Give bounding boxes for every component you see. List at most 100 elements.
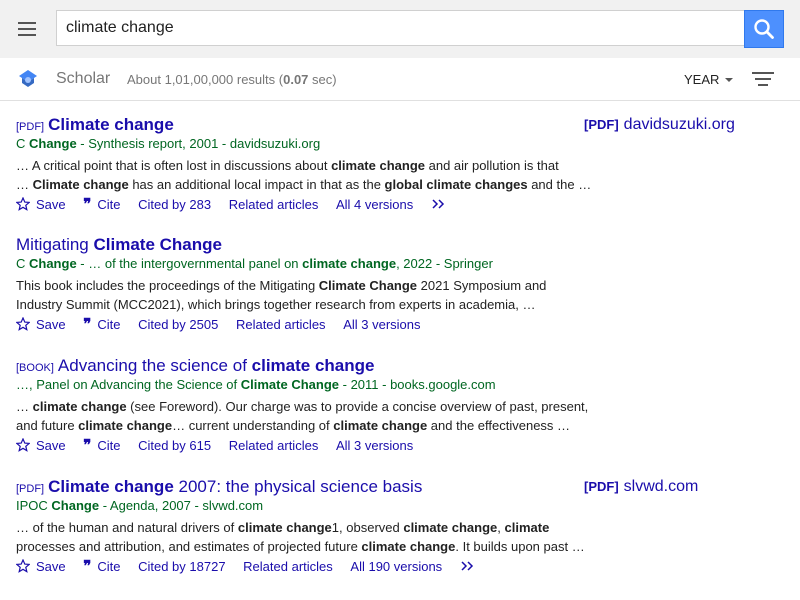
snippet-text: … <box>16 399 33 414</box>
save-button[interactable]: Save <box>16 317 66 333</box>
title-text: Mitigating <box>16 235 94 254</box>
author-bold: climate change <box>302 256 397 271</box>
result-snippet: … climate change (see Foreword). Our cha… <box>16 397 596 435</box>
cited-by-link[interactable]: Cited by 2505 <box>138 317 219 332</box>
snippet-bold: climate change <box>361 539 456 554</box>
cite-button[interactable]: ❞ Cite <box>83 317 120 333</box>
result-type-tag: [PDF] <box>16 121 45 133</box>
cited-by-link[interactable]: Cited by 18727 <box>138 559 226 574</box>
results-suffix: sec) <box>308 72 337 87</box>
snippet-text: and the … <box>527 177 592 192</box>
save-button[interactable]: Save <box>16 197 66 213</box>
author-text: …, Panel on Advancing the Science of <box>16 377 241 392</box>
cite-label: Cite <box>97 197 121 212</box>
double-chevron-icon[interactable] <box>431 198 447 210</box>
related-articles-link[interactable]: Related articles <box>243 559 333 574</box>
snippet-bold: climate change <box>333 418 428 433</box>
versions-link[interactable]: All 4 versions <box>335 197 414 212</box>
snippet-text: This book includes the proceedings of th… <box>16 278 319 293</box>
cite-button[interactable]: ❞ Cite <box>83 438 120 454</box>
search-button[interactable] <box>744 10 784 48</box>
related-articles-link[interactable]: Related articles <box>235 317 326 332</box>
side-link-domain: davidsuzuki.org <box>623 116 735 133</box>
snippet-bold: global climate changes <box>384 177 528 192</box>
hamburger-menu-icon[interactable] <box>16 18 38 40</box>
versions-link[interactable]: All 3 versions <box>335 438 414 453</box>
versions-link[interactable]: All 190 versions <box>350 559 443 574</box>
author-source: - Agenda, 2007 - slvwd.com <box>99 498 264 513</box>
result-actions: Save ❞ Cite Cited by 283 Related articles… <box>16 197 447 213</box>
top-bar <box>0 0 800 58</box>
results-count: About 1,01,00,000 results (0.07 sec) <box>127 72 337 87</box>
magnifier-icon <box>754 19 774 39</box>
cite-button[interactable]: ❞ Cite <box>83 559 120 575</box>
snippet-text: has an additional local impact in that a… <box>128 177 385 192</box>
author-source: , 2022 - Springer <box>396 256 493 271</box>
star-icon <box>16 317 30 331</box>
snippet-text: . It builds upon past … <box>455 539 585 554</box>
filter-lines-icon[interactable] <box>752 70 774 88</box>
snippet-text: 1, observed <box>331 520 404 535</box>
cite-button[interactable]: ❞ Cite <box>83 197 120 213</box>
snippet-bold: climate change <box>32 399 127 414</box>
result-title-link[interactable]: Climate change <box>48 115 174 134</box>
cited-by-link[interactable]: Cited by 615 <box>138 438 212 453</box>
pdf-side-link[interactable]: [PDF] davidsuzuki.org <box>584 115 735 135</box>
save-label: Save <box>36 197 66 212</box>
versions-link[interactable]: All 3 versions <box>343 317 421 332</box>
result-authors: IPOC Change - Agenda, 2007 - slvwd.com <box>16 498 263 514</box>
snippet-text: … current understanding of <box>172 418 334 433</box>
result-authors: C Change - Synthesis report, 2001 - davi… <box>16 136 320 152</box>
side-link-domain: slvwd.com <box>623 478 699 495</box>
author-bold: Change <box>29 256 77 271</box>
result-title-link[interactable]: Climate change 2007: the physical scienc… <box>48 477 422 496</box>
year-filter-dropdown[interactable]: YEAR <box>684 72 734 87</box>
result-authors: C Change - … of the intergovernmental pa… <box>16 256 493 272</box>
snippet-bold: climate change <box>403 520 498 535</box>
snippet-bold: Climate Change <box>318 278 418 293</box>
result-title-line: [PDF] Climate change 2007: the physical s… <box>16 477 422 499</box>
result-title-line: Mitigating Climate Change <box>16 235 222 255</box>
author-text: C <box>16 256 29 271</box>
quote-icon: ❞ <box>83 316 92 333</box>
related-articles-link[interactable]: Related articles <box>228 197 319 212</box>
author-bold: Climate Change <box>240 377 340 392</box>
pdf-side-link[interactable]: [PDF] slvwd.com <box>584 477 698 497</box>
cite-label: Cite <box>97 559 121 574</box>
result-title-link[interactable]: Mitigating Climate Change <box>16 235 222 254</box>
result-type-tag: [PDF] <box>16 483 45 495</box>
author-source: - 2011 - books.google.com <box>339 377 496 392</box>
snippet-text: and air pollution is that <box>425 158 559 173</box>
result-authors: …, Panel on Advancing the Science of Cli… <box>16 377 496 393</box>
scholar-cap-icon[interactable] <box>18 68 38 88</box>
title-bold: Climate change <box>48 477 174 496</box>
result-title-line: [BOOK] Advancing the science of climate c… <box>16 356 374 378</box>
snippet-bold: climate <box>504 520 550 535</box>
result-snippet: This book includes the proceedings of th… <box>16 276 596 314</box>
save-label: Save <box>36 317 66 332</box>
result-title-link[interactable]: Advancing the science of climate change <box>58 356 375 375</box>
save-button[interactable]: Save <box>16 559 66 575</box>
results-prefix: About 1,01,00,000 results ( <box>127 72 284 87</box>
star-icon <box>16 197 30 211</box>
title-text: 2007: the physical science basis <box>173 477 423 496</box>
snippet-bold: Climate change <box>32 177 129 192</box>
year-filter-label: YEAR <box>684 72 720 87</box>
cite-label: Cite <box>97 438 121 453</box>
result-snippet: … of the human and natural drivers of cl… <box>16 518 596 556</box>
results-time: 0.07 <box>283 72 309 87</box>
save-button[interactable]: Save <box>16 438 66 454</box>
save-label: Save <box>36 559 66 574</box>
result-title-line: [PDF] Climate change <box>16 115 174 137</box>
related-articles-link[interactable]: Related articles <box>228 438 319 453</box>
double-chevron-icon[interactable] <box>460 560 476 572</box>
quote-icon: ❞ <box>83 558 92 575</box>
quote-icon: ❞ <box>83 196 92 213</box>
search-input[interactable] <box>56 10 744 46</box>
scholar-brand-label[interactable]: Scholar <box>56 70 111 87</box>
snippet-bold: climate change <box>237 520 332 535</box>
author-bold: Change <box>51 498 100 513</box>
snippet-text: … <box>16 177 33 192</box>
quote-icon: ❞ <box>83 437 92 454</box>
cited-by-link[interactable]: Cited by 283 <box>138 197 212 212</box>
